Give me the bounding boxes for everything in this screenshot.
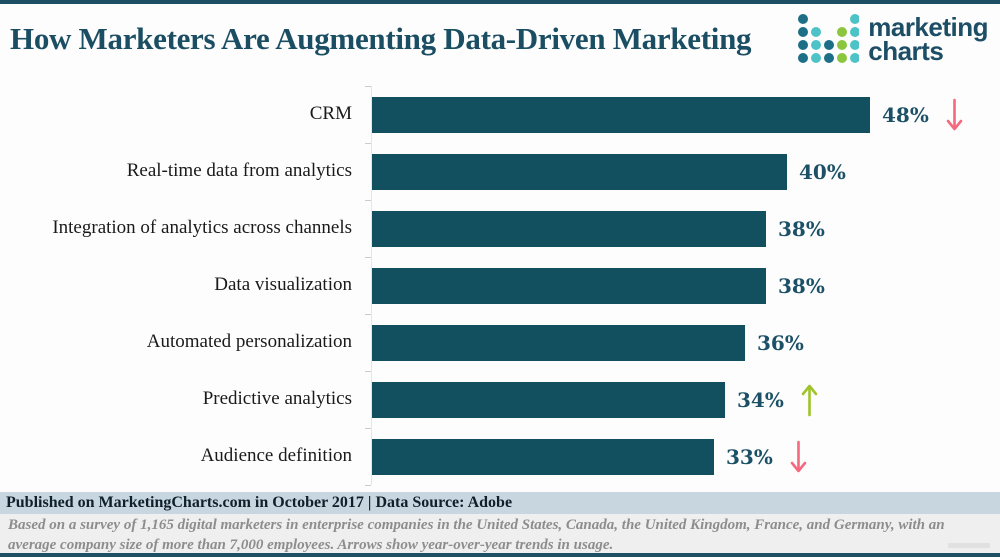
value-label: 33% — [726, 444, 773, 469]
bar-row-audience-definition: Audience definition 33% — [0, 428, 1000, 485]
bar-chart: CRM 48% Real-time data from analytics 40… — [0, 86, 1000, 486]
category-label: Integration of analytics across channels — [52, 217, 352, 239]
category-label: CRM — [309, 103, 352, 125]
bar-row-realtime-data: Real-time data from analytics 40% — [0, 143, 1000, 200]
trend-up-arrow-icon — [801, 384, 818, 416]
value-label: 40% — [799, 159, 846, 184]
trend-down-arrow-icon — [790, 440, 807, 472]
value-label: 36% — [757, 330, 804, 355]
trend-down-arrow-icon — [946, 98, 963, 130]
watermark — [948, 543, 990, 548]
bar-row-automated-personalization: Automated personalization 36% — [0, 314, 1000, 371]
value-label: 48% — [882, 102, 929, 127]
publication-credit: Published on MarketingCharts.com in Octo… — [0, 492, 1000, 514]
value-label: 34% — [737, 387, 784, 412]
bar — [371, 210, 766, 247]
bar-row-predictive-analytics: Predictive analytics 34% — [0, 371, 1000, 428]
bar-row-integration: Integration of analytics across channels… — [0, 200, 1000, 257]
axis-ticks — [365, 86, 371, 486]
bar — [371, 381, 725, 418]
category-label: Automated personalization — [146, 331, 352, 353]
page-title: How Marketers Are Augmenting Data-Driven… — [10, 21, 752, 56]
value-label: 38% — [778, 216, 825, 241]
bottom-border — [0, 553, 1000, 557]
category-label: Real-time data from analytics — [126, 160, 352, 182]
bar — [371, 153, 787, 190]
value-label: 38% — [778, 273, 825, 298]
logo-dot-grid-icon — [798, 14, 860, 63]
category-label: Audience definition — [200, 445, 352, 467]
marketingcharts-logo: marketing charts — [797, 13, 988, 64]
bar — [371, 324, 745, 361]
bar-row-data-visualization: Data visualization 38% — [0, 257, 1000, 314]
bar — [371, 96, 870, 133]
bar-row-crm: CRM 48% — [0, 86, 1000, 143]
category-label: Predictive analytics — [202, 388, 352, 410]
methodology-note: Based on a survey of 1,165 digital marke… — [0, 514, 1000, 555]
logo-word-charts: charts — [868, 35, 944, 66]
axis-line — [371, 86, 372, 485]
bar — [371, 267, 766, 304]
bar — [371, 438, 714, 475]
logo-word-marketing: marketing — [868, 11, 988, 42]
logo-wordmark: marketing charts — [868, 11, 988, 66]
category-label: Data visualization — [214, 274, 352, 296]
